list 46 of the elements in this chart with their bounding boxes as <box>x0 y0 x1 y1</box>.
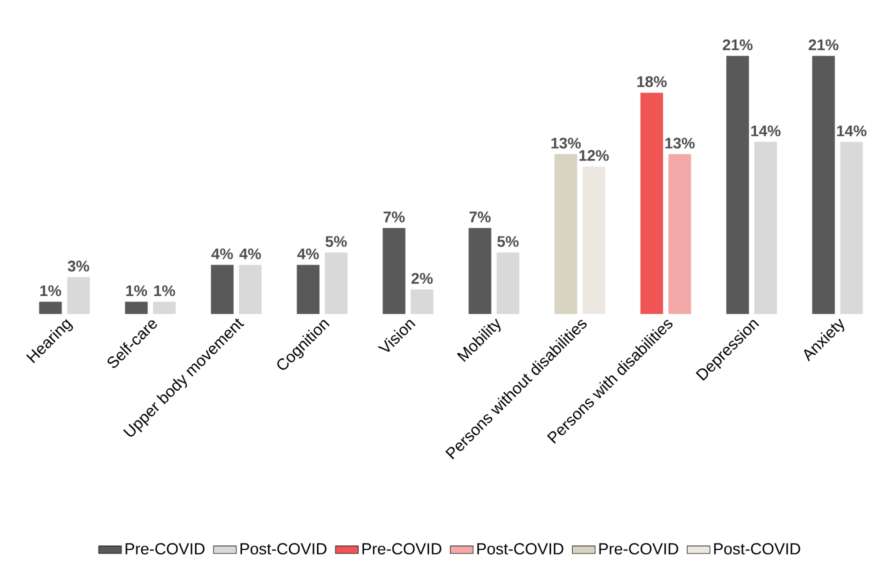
bar <box>238 264 262 314</box>
data-label: 1% <box>126 285 148 296</box>
data-label: 4% <box>297 248 319 260</box>
bar <box>840 142 863 314</box>
data-label: 5% <box>497 236 519 247</box>
bar <box>812 56 835 314</box>
legend-label: Post-COVID <box>714 543 800 554</box>
bar <box>468 228 492 314</box>
data-label: 2% <box>411 272 433 284</box>
bar <box>410 289 434 314</box>
bar <box>125 302 148 314</box>
data-label: 4% <box>211 248 233 260</box>
data-label: 13% <box>551 138 581 149</box>
data-label: 3% <box>68 260 90 272</box>
legend-label: Pre-COVID <box>126 543 204 554</box>
bar <box>39 302 62 314</box>
bar <box>754 142 777 314</box>
data-label: 12% <box>579 150 609 161</box>
data-label: 21% <box>722 39 753 50</box>
bar <box>210 264 234 314</box>
data-label: 5% <box>326 236 347 247</box>
legend-label: Post-COVID <box>477 543 564 554</box>
bar <box>296 264 320 314</box>
data-label: 4% <box>239 248 261 260</box>
bar <box>582 166 606 314</box>
bar <box>726 56 749 314</box>
bar <box>640 92 664 314</box>
legend-label: Post-COVID <box>240 543 326 554</box>
bar <box>153 302 176 314</box>
data-label: 21% <box>808 39 838 50</box>
bar <box>496 252 520 314</box>
bar <box>668 154 692 314</box>
data-label: 14% <box>837 125 866 136</box>
bar <box>324 252 348 314</box>
bar <box>382 228 406 314</box>
bar <box>554 154 578 314</box>
data-label: 18% <box>637 76 667 88</box>
data-label: 7% <box>470 212 491 222</box>
data-label: 14% <box>751 125 781 136</box>
data-label: 1% <box>154 285 176 296</box>
data-label: 13% <box>665 138 695 149</box>
legend-label: Pre-COVID <box>599 543 678 554</box>
bar <box>67 277 90 314</box>
data-label: 7% <box>384 212 405 222</box>
data-label: 1% <box>40 285 62 296</box>
legend-label: Pre-COVID <box>362 543 442 554</box>
